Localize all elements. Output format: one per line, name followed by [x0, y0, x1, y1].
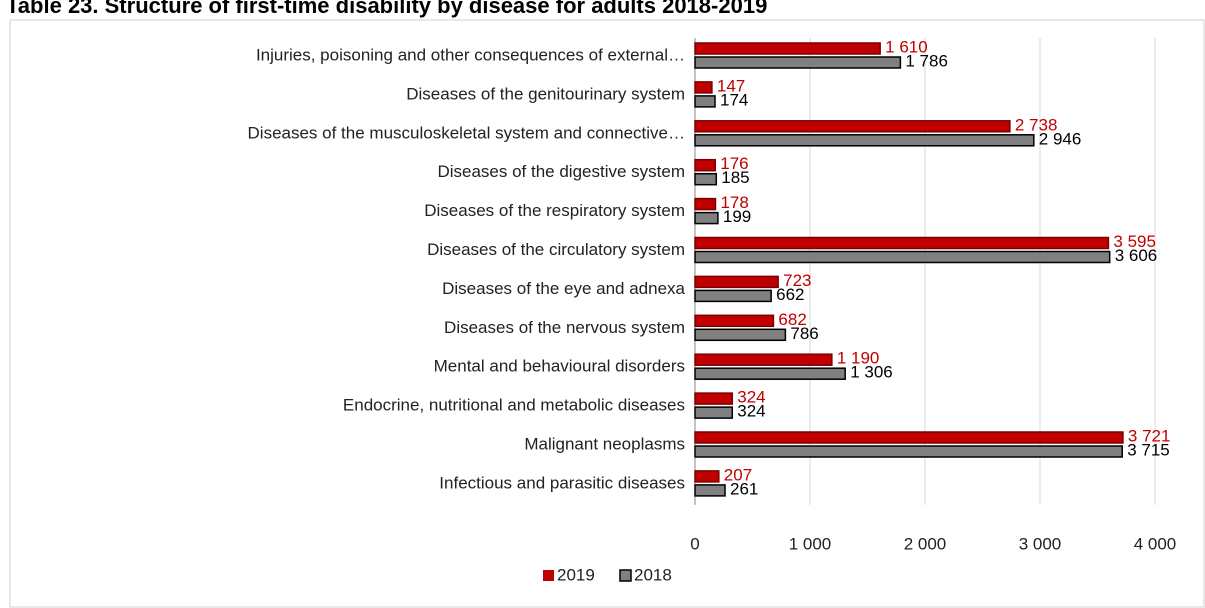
value-label: 147 [717, 76, 745, 95]
bar [694, 134, 1035, 147]
value-label: 662 [776, 285, 804, 304]
category-label: Diseases of the digestive system [437, 162, 685, 181]
value-label: 1 786 [905, 51, 948, 70]
bar [694, 392, 734, 405]
bar [694, 250, 1111, 264]
legend-label: 2018 [634, 565, 672, 584]
value-label: 324 [737, 402, 765, 421]
value-label: 2 738 [1015, 115, 1058, 134]
value-label: 1 306 [850, 363, 893, 382]
x-tick-label: 0 [690, 534, 699, 553]
value-label: 786 [790, 324, 818, 343]
value-label: 199 [723, 207, 751, 226]
bar [694, 353, 833, 366]
value-label: 3 715 [1127, 440, 1170, 459]
value-label: 261 [730, 479, 758, 498]
value-label: 3 595 [1113, 232, 1156, 251]
chart-title: Table 23. Structure of first-time disabi… [6, 0, 767, 18]
bar [694, 328, 787, 342]
bar [694, 95, 716, 108]
category-label: Mental and behavioural disorders [434, 357, 685, 376]
value-label: 723 [783, 271, 811, 290]
value-label: 174 [720, 90, 748, 109]
category-label: Diseases of the eye and adnexa [442, 279, 685, 298]
category-label: Diseases of the genitourinary system [406, 84, 685, 103]
bar [694, 172, 718, 186]
category-label: Injuries, poisoning and other consequenc… [256, 45, 685, 64]
value-label: 176 [720, 154, 748, 173]
category-label: Diseases of the nervous system [444, 318, 685, 337]
value-label: 682 [778, 310, 806, 329]
bar [694, 120, 1011, 133]
bar [694, 431, 1124, 444]
category-label: Infectious and parasitic diseases [439, 473, 685, 492]
bar [694, 484, 726, 497]
category-label: Diseases of the circulatory system [427, 240, 685, 259]
bar [694, 470, 720, 483]
value-label: 178 [720, 193, 748, 212]
value-label: 1 610 [885, 37, 928, 56]
value-label: 3 606 [1115, 246, 1158, 265]
x-tick-label: 2 000 [904, 534, 947, 553]
bar [694, 56, 902, 69]
bar [694, 158, 716, 172]
bar [694, 367, 846, 380]
legend-swatch [543, 570, 554, 581]
value-label: 185 [721, 168, 749, 187]
value-label: 324 [737, 388, 765, 407]
legend-swatch [619, 569, 632, 582]
legend-label: 2019 [557, 565, 595, 584]
category-label: Diseases of the musculoskeletal system a… [248, 123, 685, 142]
bar [694, 275, 779, 289]
bar [694, 81, 713, 94]
bar [694, 42, 881, 55]
value-label: 2 946 [1039, 129, 1082, 148]
bar [694, 236, 1110, 250]
bar [694, 445, 1123, 458]
value-label: 1 190 [837, 349, 880, 368]
category-label: Diseases of the respiratory system [424, 201, 685, 220]
bar [694, 197, 717, 211]
x-tick-label: 4 000 [1134, 534, 1177, 553]
value-label: 207 [724, 465, 752, 484]
bar [694, 211, 719, 225]
bar [694, 314, 775, 328]
x-tick-label: 1 000 [789, 534, 832, 553]
bar [694, 406, 734, 419]
bar [694, 289, 772, 303]
value-label: 3 721 [1128, 426, 1171, 445]
chart-border [9, 19, 1205, 608]
category-label: Endocrine, nutritional and metabolic dis… [343, 396, 685, 415]
category-label: Malignant neoplasms [524, 434, 685, 453]
x-tick-label: 3 000 [1019, 534, 1062, 553]
